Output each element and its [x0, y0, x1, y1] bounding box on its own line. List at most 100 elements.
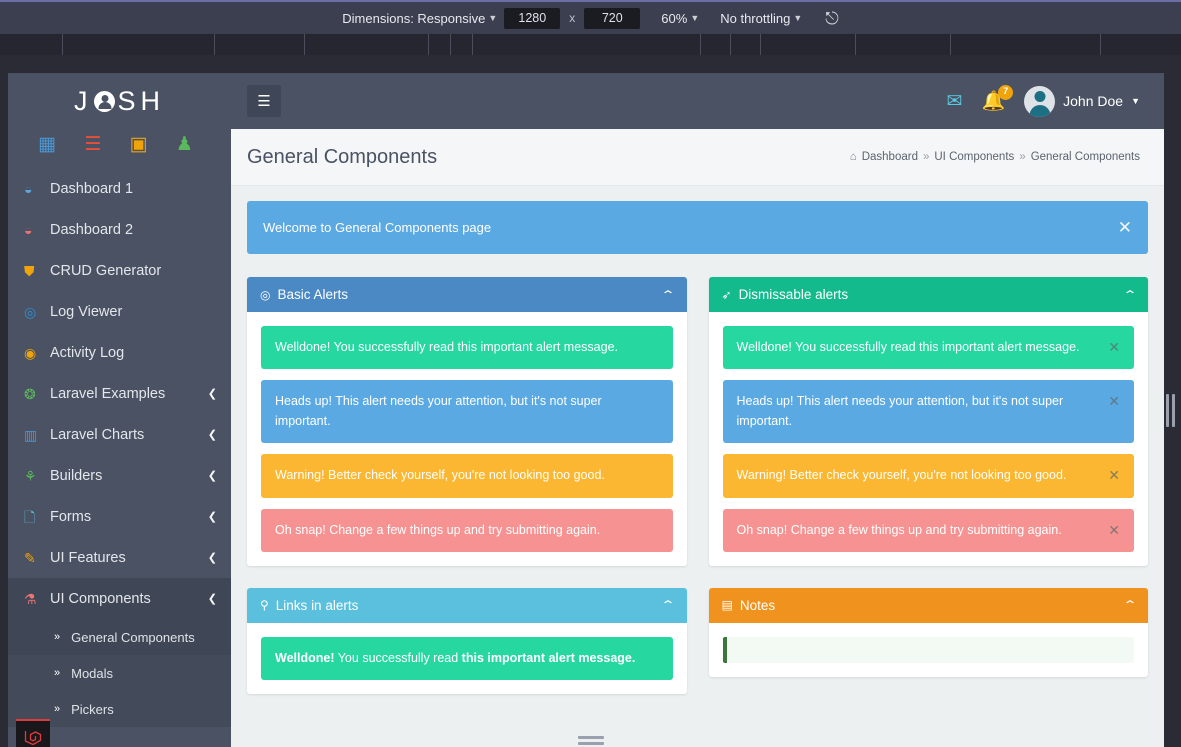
close-icon[interactable]: ✕ [1108, 393, 1120, 410]
alert-text: Oh snap! Change a few things up and try … [736, 522, 1062, 537]
user-icon[interactable]: ♟ [175, 134, 193, 155]
sidebar-item-laravel-charts[interactable]: ▥ Laravel Charts ❮ [8, 414, 231, 455]
chevron-left-icon: ❮ [207, 429, 217, 441]
sidebar-item-label: Laravel Examples [50, 385, 166, 402]
wrench-icon: ⚘ [24, 467, 37, 484]
chevron-up-icon[interactable]: ⌃ [1122, 598, 1138, 613]
alert-success-dismissable: Welldone! You successfully read this imp… [722, 326, 1134, 370]
zoom-selector[interactable]: 60% ▼ [661, 11, 699, 26]
viewport-resize-handle-bottom[interactable] [577, 735, 604, 745]
main-area: ☰ ✉ 🔔 7 John Doe ▼ General Components ⌂ [231, 73, 1164, 747]
sidebar-item-crud-generator[interactable]: ⛊ CRUD Generator [8, 250, 231, 291]
envelope-icon[interactable]: ✉ [946, 90, 963, 112]
home-icon: ⌂ [849, 151, 857, 163]
top-navbar: ☰ ✉ 🔔 7 John Doe ▼ [231, 73, 1164, 129]
laravel-debugbar-icon[interactable] [16, 719, 50, 747]
breadcrumb-middle[interactable]: UI Components [934, 151, 1015, 163]
sidebar-item-ui-components[interactable]: ⚗ UI Components ❮ [8, 578, 231, 619]
sidebar-item-label: Log Viewer [50, 303, 123, 320]
panel-notes: ▤ Notes ⌃ [708, 587, 1148, 677]
alert-info-dismissable: Heads up! This alert needs your attentio… [722, 380, 1134, 444]
alert-warning: Warning! Better check yourself, you're n… [261, 454, 673, 498]
alert-text: Warning! Better check yourself, you're n… [736, 468, 1067, 483]
dimensions-selector[interactable]: Dimensions: Responsive ▼ [342, 11, 497, 26]
speedometer-icon: ◒ [24, 221, 33, 238]
sidebar-item-label: Dashboard 1 [50, 180, 134, 197]
sidebar-subitem-general-components[interactable]: » General Components [8, 619, 231, 655]
viewport-resize-handle[interactable] [1162, 388, 1179, 433]
panel-title: Links in alerts [275, 597, 359, 613]
sidebar-item-forms[interactable]: 🗋 Forms ❮ [8, 496, 231, 537]
alert-bold-tail[interactable]: this important alert message. [461, 650, 636, 665]
brand-text-post: SH [117, 85, 165, 116]
alert-bold-lead: Welldone! [275, 650, 335, 665]
throttling-selector[interactable]: No throttling ▼ [720, 11, 802, 26]
close-icon[interactable]: ✕ [1108, 339, 1120, 355]
alert-text: Welldone! You successfully read this imp… [736, 340, 1080, 354]
eye-icon: ◉ [24, 344, 37, 361]
sidebar-subitem-modals[interactable]: » Modals [8, 655, 231, 691]
close-icon[interactable]: ✕ [1108, 521, 1120, 538]
chevron-up-icon[interactable]: ⌃ [660, 598, 677, 613]
chevron-up-icon[interactable]: ⌃ [660, 287, 677, 302]
flask-icon: ⚗ [24, 590, 37, 607]
left-column: ◎ Basic Alerts ⌃ Welldone! You successfu… [247, 277, 687, 716]
sidebar-item-label: Forms [50, 508, 92, 525]
sidebar-item-ui-features[interactable]: ✎ UI Features ❮ [8, 537, 231, 578]
alert-text: Oh snap! Change a few things up and try … [275, 522, 601, 537]
panel-header: ➶ Dismissable alerts ⌃ [708, 277, 1148, 312]
brand-logo[interactable]: J SH [8, 73, 231, 129]
sidebar-item-dashboard-1[interactable]: ◒ Dashboard 1 [8, 168, 231, 209]
avatar [1024, 85, 1056, 117]
alert-text: Heads up! This alert needs your attentio… [736, 394, 1064, 428]
sidebar-subitem-label: Modals [71, 665, 114, 681]
panel-body: Welldone! You successfully read this imp… [247, 623, 687, 694]
alert-text: Welldone! You successfully read this imp… [275, 649, 659, 668]
bell-icon[interactable]: 🔔 7 [981, 84, 1014, 111]
page-header: General Components ⌂ Dashboard » UI Comp… [231, 129, 1164, 186]
sidebar-item-activity-log[interactable]: ◉ Activity Log [8, 332, 231, 373]
notification-badge: 7 [998, 84, 1014, 100]
chevron-up-icon[interactable]: ⌃ [1122, 287, 1138, 302]
sidebar-item-label: UI Components [50, 590, 151, 607]
table-icon[interactable]: ▦ [38, 134, 57, 155]
award-icon: ❂ [24, 385, 36, 402]
height-input[interactable] [584, 7, 641, 29]
rocket-icon: ➶ [721, 287, 732, 302]
chevron-left-icon: ❮ [207, 470, 217, 482]
width-input[interactable] [504, 7, 561, 29]
page-title: General Components [247, 145, 438, 168]
sidebar-item-laravel-examples[interactable]: ❂ Laravel Examples ❮ [8, 373, 231, 414]
close-icon[interactable]: ✕ [1108, 467, 1120, 484]
image-icon[interactable]: ▣ [129, 134, 148, 155]
panel-body: Welldone! You successfully read this imp… [247, 312, 687, 566]
sidebar-item-dashboard-2[interactable]: ◒ Dashboard 2 [8, 209, 231, 250]
topbar-actions: ✉ 🔔 7 John Doe ▼ [946, 84, 1140, 117]
lifebuoy-icon: ◎ [260, 287, 271, 302]
breadcrumb-separator: » [1019, 151, 1026, 163]
rotate-device-icon[interactable]: ⎋ [825, 8, 839, 28]
alert-warning-dismissable: Warning! Better check yourself, you're n… [722, 454, 1134, 498]
chevron-down-icon: ▼ [793, 13, 803, 23]
user-menu[interactable]: John Doe ▼ [1024, 85, 1140, 117]
close-icon[interactable]: ✕ [1117, 217, 1132, 237]
note-block [722, 636, 1134, 663]
alert-danger-dismissable: Oh snap! Change a few things up and try … [722, 508, 1134, 552]
sidebar-subitem-label: General Components [71, 629, 195, 645]
chevron-left-icon: ❮ [207, 593, 217, 605]
alert-text: Warning! Better check yourself, you're n… [275, 468, 605, 483]
breadcrumb-separator: » [922, 151, 930, 163]
breadcrumb: ⌂ Dashboard » UI Components » General Co… [850, 151, 1140, 163]
hamburger-menu-icon[interactable]: ☰ [247, 85, 281, 117]
welcome-banner: Welcome to General Components page ✕ [247, 201, 1148, 254]
devtools-emulation-toolbar: Dimensions: Responsive ▼ x 60% ▼ No thro… [0, 0, 1181, 34]
panel-dismissable-alerts: ➶ Dismissable alerts ⌃ Welldone! You suc… [708, 277, 1148, 566]
list-icon[interactable]: ☰ [84, 134, 102, 155]
chevron-left-icon: ❮ [207, 552, 217, 564]
sidebar-item-builders[interactable]: ⚘ Builders ❮ [8, 455, 231, 496]
sidebar-item-log-viewer[interactable]: ◎ Log Viewer [8, 291, 231, 332]
right-column: ➶ Dismissable alerts ⌃ Welldone! You suc… [708, 277, 1148, 716]
breadcrumb-home[interactable]: Dashboard [861, 151, 918, 163]
panel-header: ◎ Basic Alerts ⌃ [247, 277, 687, 312]
panel-title: Dismissable alerts [738, 287, 849, 302]
